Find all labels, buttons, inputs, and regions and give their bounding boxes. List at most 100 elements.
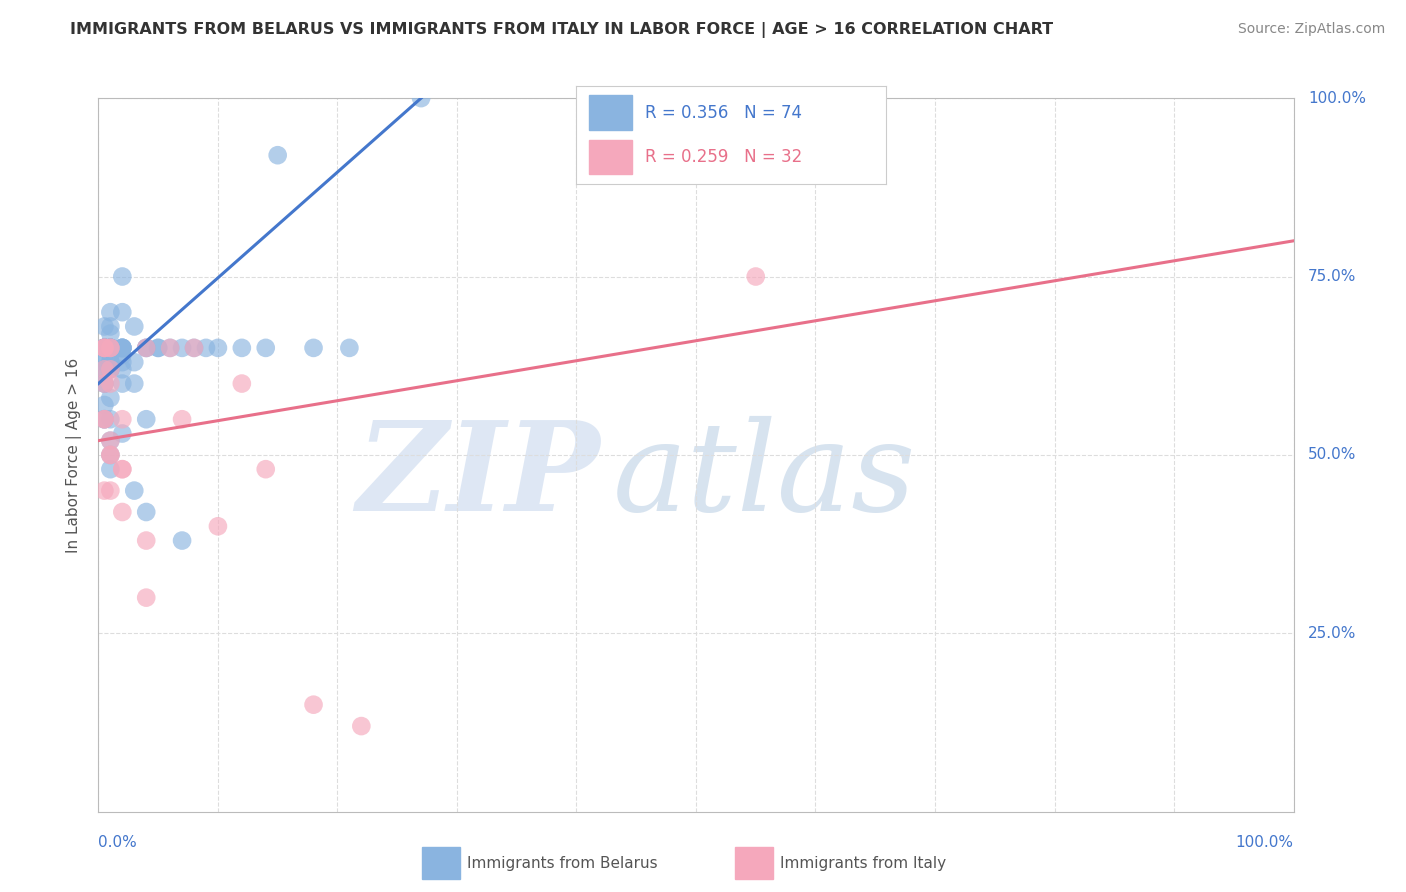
Point <box>98 341 122 355</box>
Point <box>98 341 122 355</box>
Point <box>183 341 205 355</box>
Point <box>194 341 217 355</box>
Point <box>111 341 134 355</box>
Point <box>93 341 115 355</box>
Point <box>231 376 253 391</box>
Point <box>98 362 122 376</box>
Point <box>98 348 122 362</box>
Point <box>93 341 115 355</box>
Point <box>98 434 122 448</box>
Point <box>93 376 115 391</box>
Point <box>98 305 122 319</box>
Point <box>98 341 122 355</box>
Point <box>111 355 134 369</box>
Point <box>350 719 373 733</box>
Point <box>111 305 134 319</box>
Point <box>98 341 122 355</box>
Point <box>93 376 115 391</box>
Point <box>93 412 115 426</box>
Point <box>98 341 122 355</box>
Point <box>111 269 134 284</box>
Point <box>411 91 433 105</box>
Point <box>111 341 134 355</box>
Point <box>267 148 290 162</box>
Point <box>98 341 122 355</box>
Point <box>302 698 325 712</box>
Point <box>254 341 277 355</box>
Text: R = 0.259   N = 32: R = 0.259 N = 32 <box>644 148 801 166</box>
Point <box>124 355 146 369</box>
Text: IMMIGRANTS FROM BELARUS VS IMMIGRANTS FROM ITALY IN LABOR FORCE | AGE > 16 CORRE: IMMIGRANTS FROM BELARUS VS IMMIGRANTS FR… <box>70 22 1053 38</box>
Point <box>172 533 194 548</box>
Bar <box>589 95 633 129</box>
Point <box>111 376 134 391</box>
Point <box>93 348 115 362</box>
Point <box>98 362 122 376</box>
Point <box>254 462 277 476</box>
Point <box>98 362 122 376</box>
Point <box>98 434 122 448</box>
Point <box>135 505 157 519</box>
Point <box>93 362 115 376</box>
Point <box>98 448 122 462</box>
Text: 0.0%: 0.0% <box>98 835 138 849</box>
Point <box>159 341 181 355</box>
Point <box>93 341 115 355</box>
Bar <box>422 847 461 879</box>
Point <box>93 362 115 376</box>
Point <box>207 519 229 533</box>
Point <box>98 462 122 476</box>
Bar <box>589 139 633 174</box>
Point <box>337 341 360 355</box>
Text: 100.0%: 100.0% <box>1308 91 1365 105</box>
Point <box>111 362 134 376</box>
Point <box>98 341 122 355</box>
Y-axis label: In Labor Force | Age > 16: In Labor Force | Age > 16 <box>66 358 83 552</box>
Point <box>93 341 115 355</box>
Point <box>183 341 205 355</box>
Point <box>111 462 134 476</box>
Point <box>172 412 194 426</box>
Point <box>93 341 115 355</box>
Point <box>93 341 115 355</box>
Point <box>98 412 122 426</box>
Point <box>93 376 115 391</box>
Point <box>93 341 115 355</box>
Text: R = 0.356   N = 74: R = 0.356 N = 74 <box>644 104 801 122</box>
Point <box>93 341 115 355</box>
Point <box>302 341 325 355</box>
Point <box>148 341 170 355</box>
Point <box>111 412 134 426</box>
Point <box>98 376 122 391</box>
Point <box>745 269 768 284</box>
Point <box>111 462 134 476</box>
Point <box>98 448 122 462</box>
Point <box>93 341 115 355</box>
Point <box>93 412 115 426</box>
Point <box>98 483 122 498</box>
Point <box>111 341 134 355</box>
Point <box>93 412 115 426</box>
Bar <box>734 847 773 879</box>
Point <box>93 341 115 355</box>
Point <box>135 533 157 548</box>
Text: Source: ZipAtlas.com: Source: ZipAtlas.com <box>1237 22 1385 37</box>
Text: Immigrants from Italy: Immigrants from Italy <box>780 855 946 871</box>
Point <box>98 355 122 369</box>
Point <box>98 341 122 355</box>
Point <box>231 341 253 355</box>
Point <box>111 348 134 362</box>
Point <box>135 341 157 355</box>
Point <box>98 391 122 405</box>
Point <box>135 341 157 355</box>
Point <box>111 505 134 519</box>
Text: Immigrants from Belarus: Immigrants from Belarus <box>467 855 658 871</box>
Point <box>159 341 181 355</box>
Point <box>111 341 134 355</box>
Text: 25.0%: 25.0% <box>1308 626 1357 640</box>
Point <box>93 319 115 334</box>
Point <box>98 319 122 334</box>
Point <box>93 341 115 355</box>
Point <box>93 355 115 369</box>
Point <box>93 398 115 412</box>
